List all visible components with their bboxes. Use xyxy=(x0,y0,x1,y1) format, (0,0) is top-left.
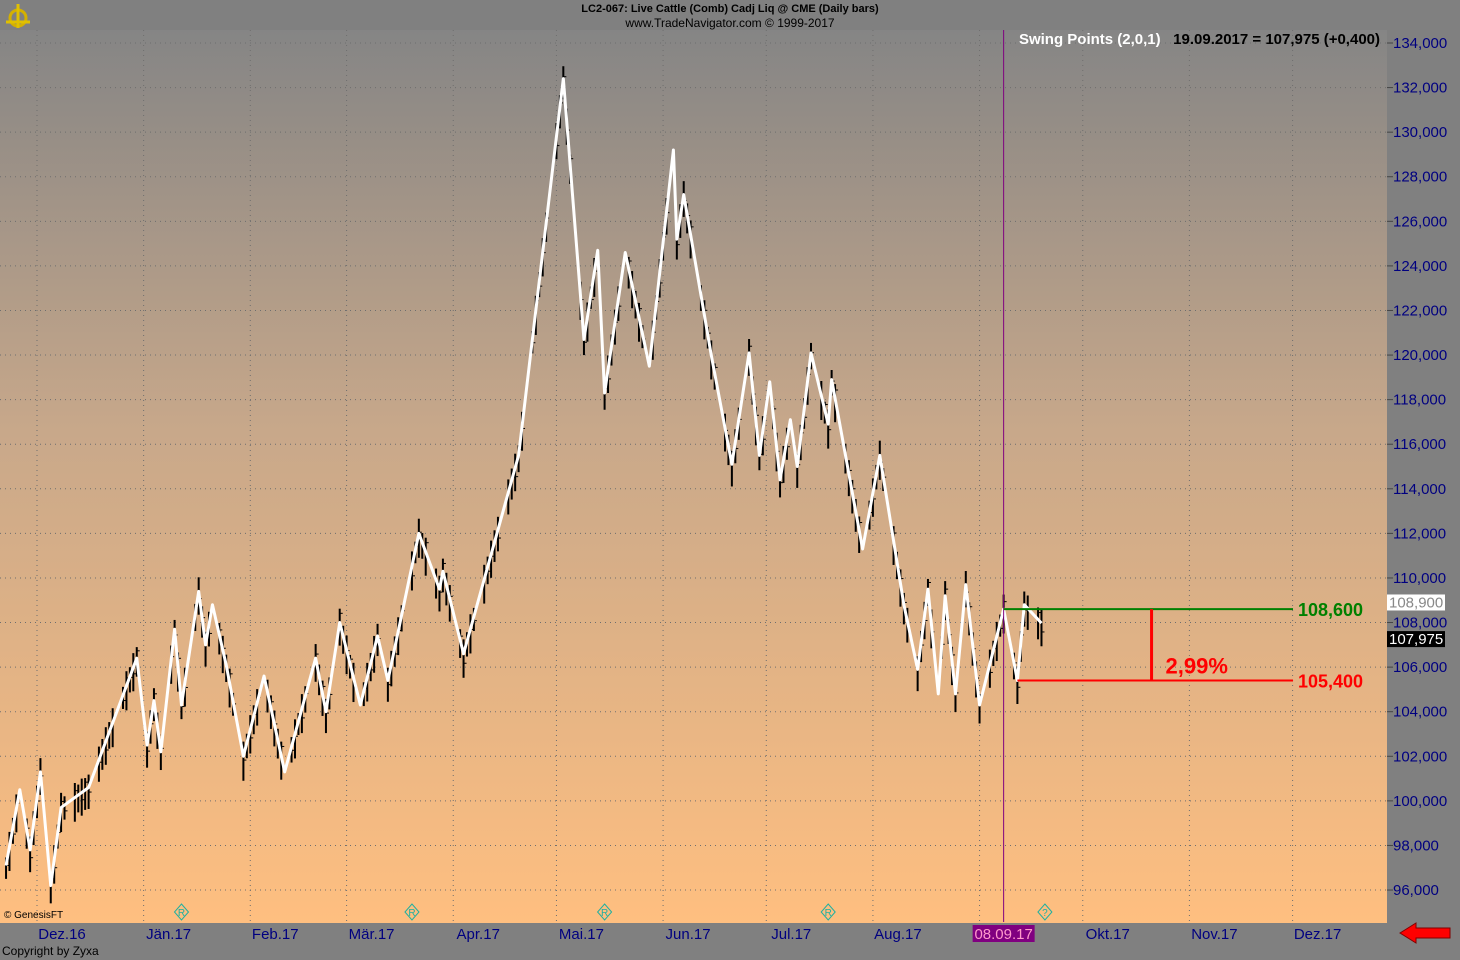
x-tick-label: Dez.17 xyxy=(1294,926,1342,943)
y-tick-label: 116,000 xyxy=(1393,436,1446,453)
signal-marker-label: R xyxy=(601,908,608,919)
x-tick-label: Dez.16 xyxy=(38,926,86,943)
price-tag-box xyxy=(1387,594,1445,611)
indicator-value: 19.09.2017 = 107,975 (+0,400) xyxy=(1173,31,1380,48)
vendor-label: © GenesisFT xyxy=(4,910,64,921)
y-tick-label: 100,000 xyxy=(1393,793,1447,810)
signal-diamond-icon xyxy=(820,903,836,921)
x-axis: Dez.16 Jän.17 Feb.17 Mär.17 Apr.17 Mai.17 Jun.… xyxy=(38,925,1341,943)
price-tag-label: 108,900 xyxy=(1389,594,1443,611)
y-tick-label: 110,000 xyxy=(1393,570,1446,587)
y-tick-label: 96,000 xyxy=(1393,882,1439,899)
signal-diamond-icon xyxy=(596,903,613,921)
y-tick-label: 134,000 xyxy=(1393,35,1447,52)
grid xyxy=(0,30,1387,922)
range-percent-label: 2,99% xyxy=(1166,653,1228,678)
y-tick-label: 122,000 xyxy=(1393,302,1447,319)
indicator-name: Swing Points (2,0,1) xyxy=(1018,31,1161,48)
y-tick-label: 132,000 xyxy=(1393,80,1447,97)
signal-diamond-icon xyxy=(404,903,420,921)
price-tag-box xyxy=(1387,631,1445,648)
swing-line xyxy=(4,77,1043,888)
x-tick-label: Nov.17 xyxy=(1191,926,1237,943)
y-tick-label: 98,000 xyxy=(1393,837,1439,854)
x-tick-label: Mai.17 xyxy=(559,926,604,943)
signal-marker-label: R xyxy=(825,908,832,919)
x-tick-label: Jän.17 xyxy=(146,926,191,943)
price-tag-label: 107,975 xyxy=(1389,631,1443,648)
y-tick-label: 104,000 xyxy=(1393,704,1447,721)
copyright-label: Copyright by Zyxa xyxy=(2,944,99,958)
y-axis: 96,000 98,000 100,000 102,000 104,000 106,000… xyxy=(1387,35,1447,899)
chart-title: LC2-067: Live Cattle (Comb) Cadj Liq @ C… xyxy=(581,3,879,15)
x-tick-label: Aug.17 xyxy=(874,926,922,943)
signal-marker-label: R xyxy=(178,908,185,919)
upper-level-label: 108,600 xyxy=(1298,600,1363,620)
cursor-date-box xyxy=(972,925,1035,942)
y-tick-label: 120,000 xyxy=(1393,347,1447,364)
cursor-date-label: 08.09.17 xyxy=(974,926,1032,943)
signal-marker-label: ? xyxy=(1042,908,1048,919)
chart-subtitle: www.TradeNavigator.com © 1999-2017 xyxy=(625,16,835,30)
y-tick-label: 118,000 xyxy=(1393,392,1446,409)
y-tick-label: 108,000 xyxy=(1393,615,1447,632)
overlay: 108,600 105,400 2,99% R R R R? xyxy=(173,30,1363,922)
y-tick-label: 128,000 xyxy=(1393,169,1447,186)
signal-diamond-icon xyxy=(173,903,190,921)
x-tick-label: Feb.17 xyxy=(252,926,299,943)
x-tick-label: Jun.17 xyxy=(666,926,711,943)
plot-area xyxy=(0,30,1387,923)
indicator-readout: Swing Points (2,0,1) 19.09.2017 = 107,97… xyxy=(1019,31,1380,48)
y-tick-label: 106,000 xyxy=(1393,659,1447,676)
y-tick-label: 112,000 xyxy=(1393,525,1446,542)
scroll-right-arrow-icon[interactable] xyxy=(1399,922,1451,944)
x-tick-label: Apr.17 xyxy=(457,926,500,943)
y-tick-label: 102,000 xyxy=(1393,748,1447,765)
y-tick-label: 126,000 xyxy=(1393,213,1447,230)
x-tick-label: Okt.17 xyxy=(1086,926,1130,943)
signal-marker-label: R xyxy=(408,908,415,919)
y-tick-label: 130,000 xyxy=(1393,124,1447,141)
x-tick-label: Mär.17 xyxy=(349,926,395,943)
lower-level-label: 105,400 xyxy=(1298,671,1363,691)
y-tick-label: 114,000 xyxy=(1393,481,1446,498)
signal-diamond-icon xyxy=(1037,903,1053,921)
y-tick-label: 124,000 xyxy=(1393,258,1447,275)
x-tick-label: Jul.17 xyxy=(771,926,811,943)
logo-icon xyxy=(6,4,30,28)
